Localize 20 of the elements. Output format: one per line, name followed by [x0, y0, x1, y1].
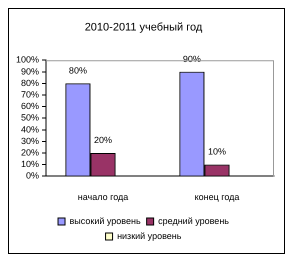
y-tick-label: 70%: [21, 89, 40, 100]
y-tick-label: 50%: [21, 112, 40, 123]
x-tick-label: конец года: [194, 192, 240, 202]
y-tick-label: 10%: [21, 159, 40, 170]
chart-title: 2010-2011 учебный год: [84, 22, 203, 34]
data-label: 10%: [208, 146, 226, 157]
y-tick-label: 30%: [21, 136, 40, 146]
legend-label: средний уровень: [158, 216, 230, 226]
x-tick-label: начало года: [78, 192, 128, 202]
y-tick-label: 100%: [16, 54, 40, 65]
legend-label: низкий уровень: [117, 230, 182, 241]
data-label: 20%: [94, 134, 112, 145]
y-tick-label: 40%: [21, 124, 40, 134]
y-tick-label: 90%: [21, 66, 40, 76]
y-tick-label: 0%: [26, 170, 40, 181]
data-label: 80%: [68, 65, 87, 76]
y-tick-label: 20%: [21, 147, 40, 158]
legend-label: высокий уровень: [70, 216, 141, 226]
y-tick-label: 80%: [21, 78, 40, 88]
y-tick-label: 60%: [21, 101, 40, 112]
